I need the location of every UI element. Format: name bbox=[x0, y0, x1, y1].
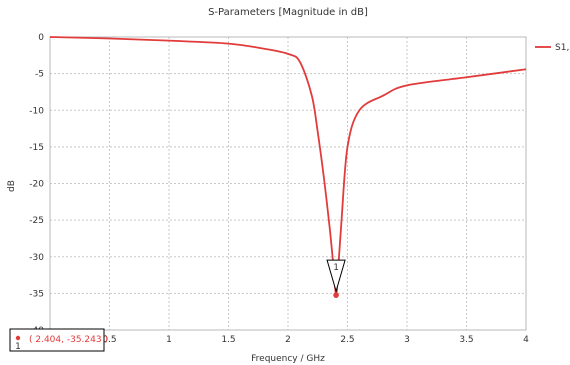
x-axis-label: Frequency / GHz bbox=[251, 354, 325, 364]
series-line-s11 bbox=[49, 36, 527, 297]
y-tick-label: -35 bbox=[29, 289, 44, 299]
x-tick-label: 0.5 bbox=[102, 335, 116, 345]
x-tick-label: 1.5 bbox=[221, 335, 235, 345]
marker-triangle bbox=[326, 259, 346, 293]
x-tick-labels: 0.5 1 1.5 2 2.5 3 3.5 4 bbox=[102, 335, 529, 345]
marker-point bbox=[333, 292, 339, 298]
x-tick-label: 2 bbox=[285, 335, 291, 345]
y-tick-label: -20 bbox=[29, 180, 44, 190]
y-tick-label: -5 bbox=[35, 70, 44, 80]
x-tick-label: 3.5 bbox=[459, 335, 473, 345]
chart-title: S-Parameters [Magnitude in dB] bbox=[208, 7, 368, 18]
legend: S1,1 bbox=[535, 43, 570, 53]
x-tick-label: 4 bbox=[523, 335, 529, 345]
plot-frame bbox=[49, 36, 527, 331]
y-tick-label: -15 bbox=[29, 143, 44, 153]
y-tick-label: -25 bbox=[29, 216, 44, 226]
readout-frame bbox=[9, 328, 105, 352]
y-tick-label: 0 bbox=[38, 33, 44, 43]
x-tick-label: 1 bbox=[166, 335, 172, 345]
y-tick-label: -10 bbox=[29, 106, 44, 116]
grid-lines bbox=[49, 36, 527, 331]
x-tick-label: 2.5 bbox=[340, 335, 354, 345]
y-axis-label: dB bbox=[7, 180, 17, 192]
marker-readout-box: 1 ( 2.404, -35.243 ) bbox=[9, 328, 108, 352]
marker-id-label: 1 bbox=[333, 263, 339, 273]
legend-label-s11: S1,1 bbox=[555, 43, 570, 53]
readout-marker-dot bbox=[15, 335, 21, 341]
y-tick-label: -30 bbox=[29, 253, 44, 263]
marker-1: 1 bbox=[326, 259, 346, 298]
readout-coordinates: ( 2.404, -35.243 ) bbox=[29, 335, 108, 345]
x-tick-label: 3 bbox=[404, 335, 410, 345]
readout-marker-id: 1 bbox=[15, 342, 21, 352]
y-tick-labels: 0-5-10-15-20-25-30-35-40 bbox=[29, 33, 44, 336]
